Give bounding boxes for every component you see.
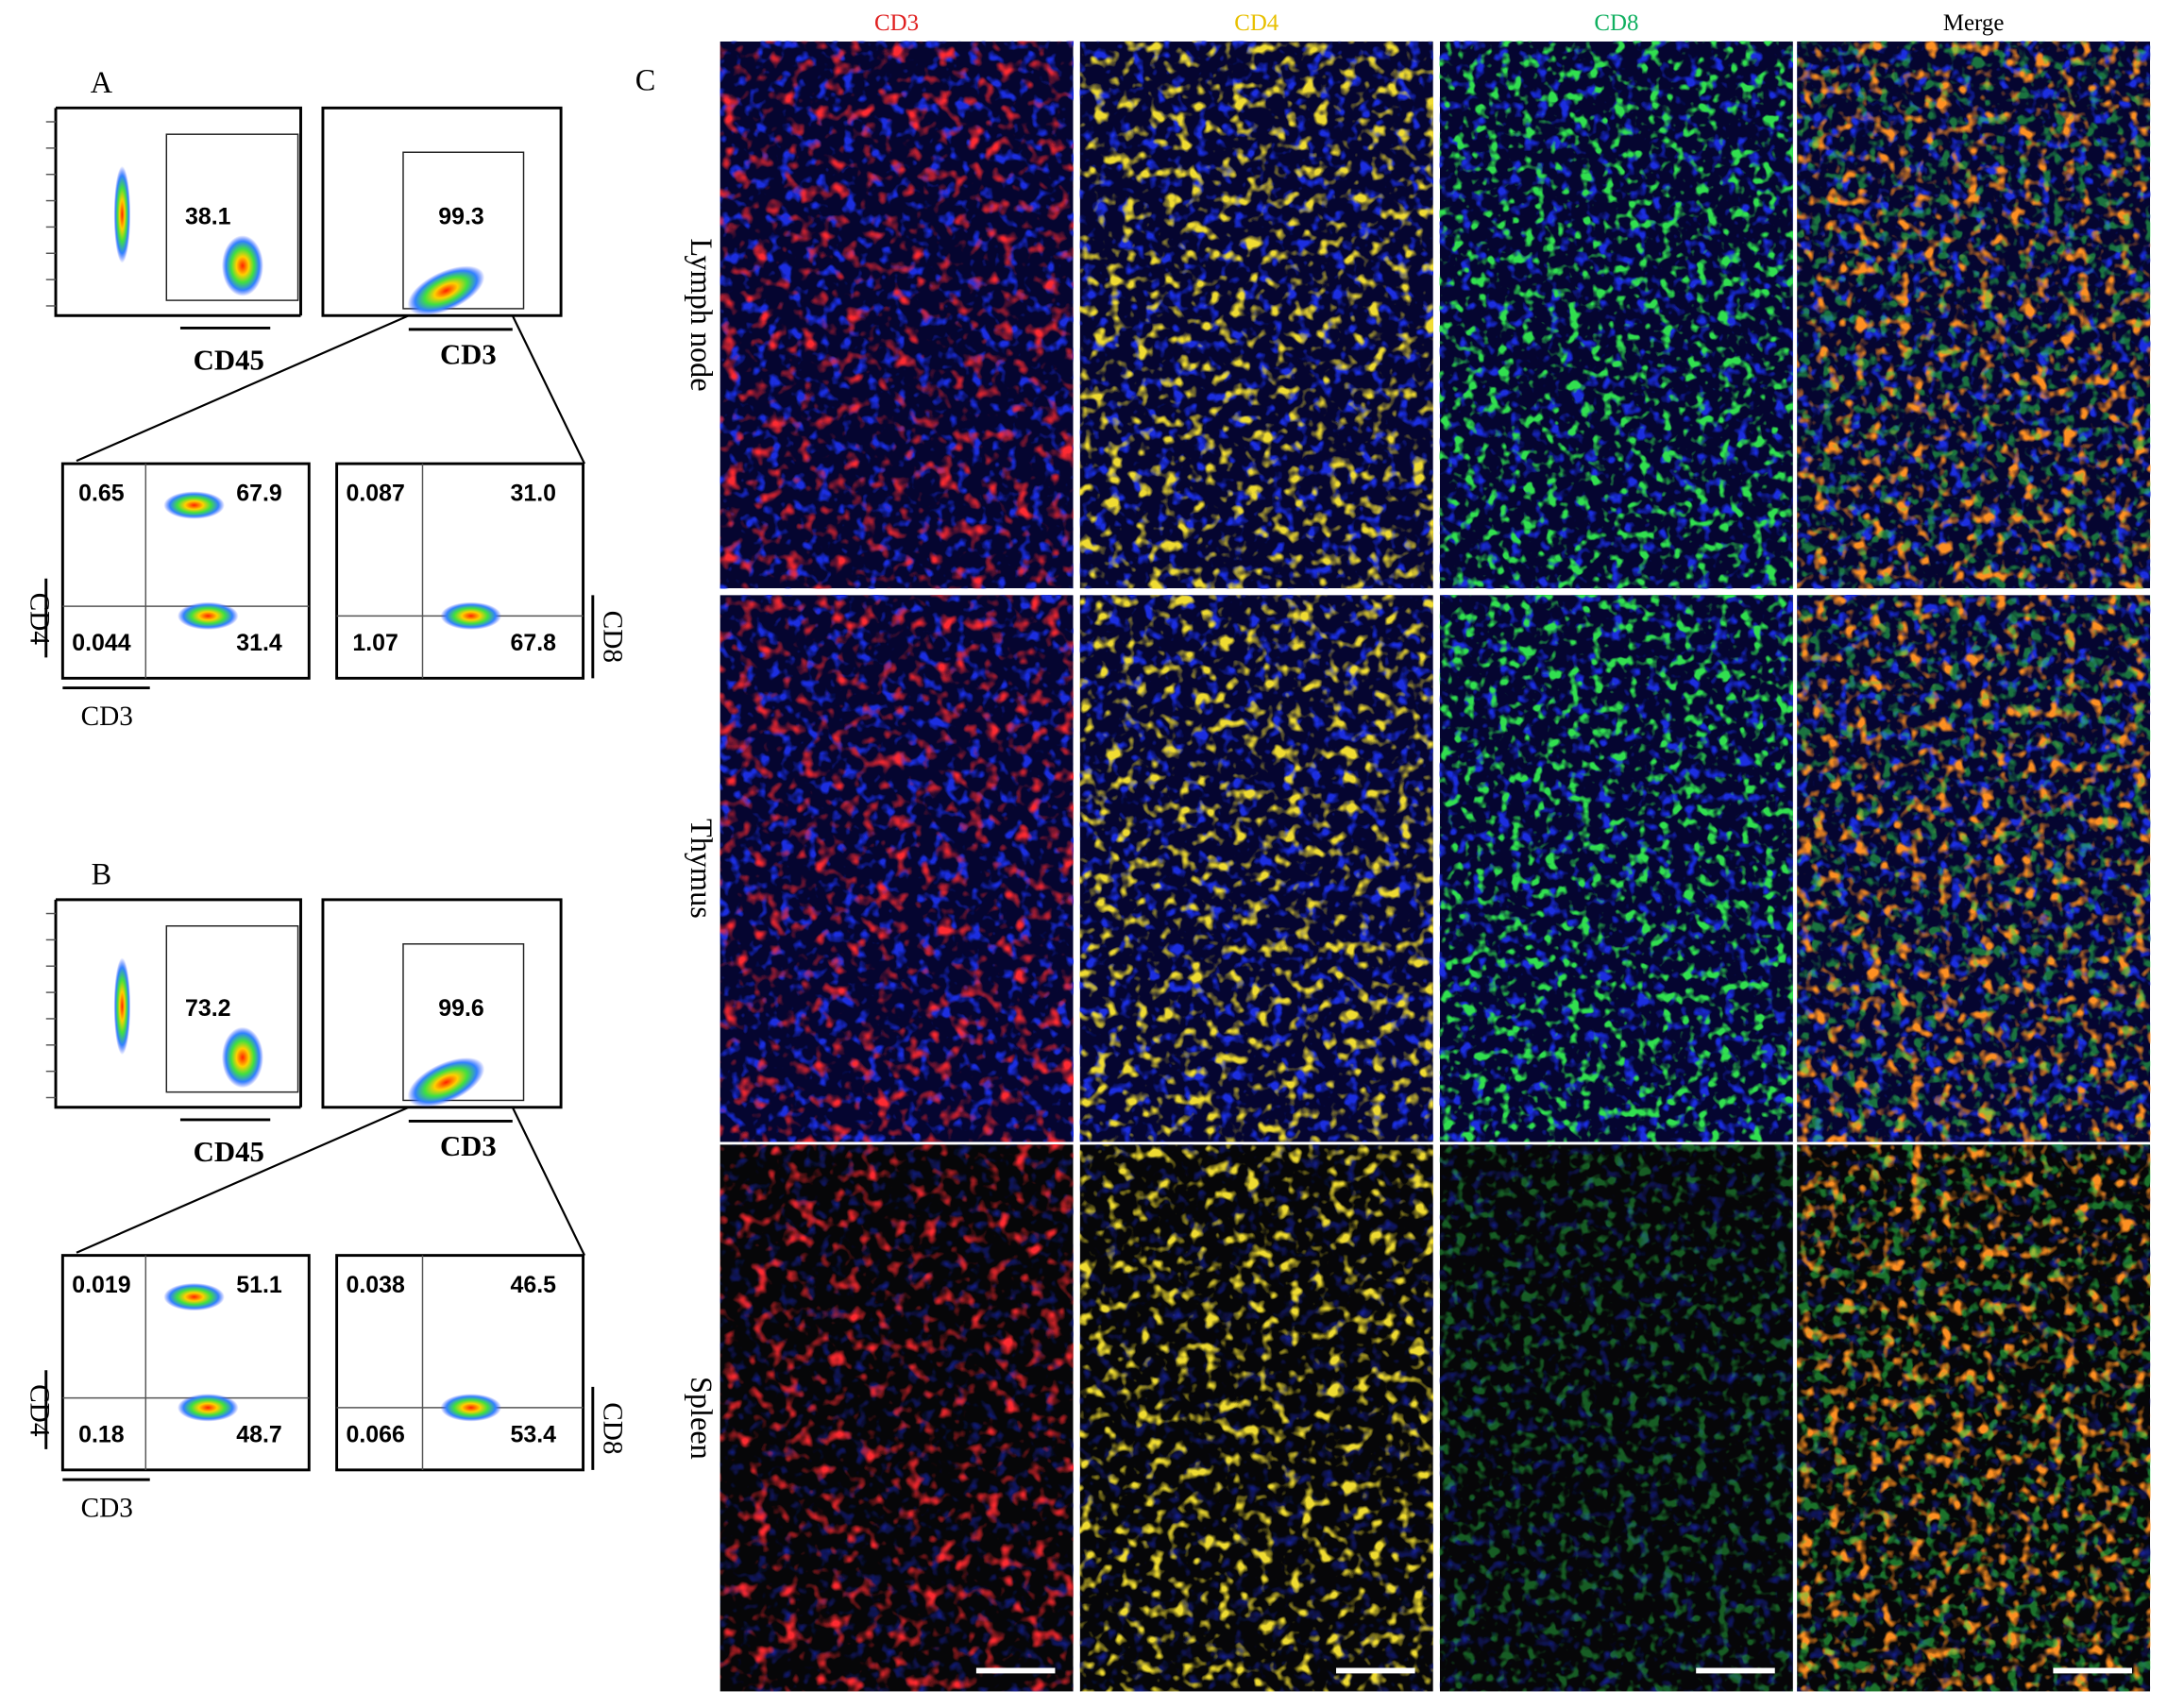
quadrant-value: 0.65: [78, 481, 125, 507]
panel-label: A: [91, 65, 113, 99]
gate-value: 99.3: [438, 203, 483, 229]
population: [163, 491, 225, 519]
population: [113, 957, 131, 1056]
quadrant-value: 31.0: [511, 481, 556, 507]
plot-frame: [335, 1254, 585, 1472]
quadrant-value: 0.038: [346, 1272, 404, 1298]
population: [407, 1057, 485, 1108]
axis-label: CD8: [598, 1402, 628, 1454]
axis-label: CD3: [440, 1130, 497, 1162]
row-label: Spleen: [685, 1377, 719, 1460]
quadrant-value: 0.18: [78, 1422, 125, 1448]
stain: [1797, 1144, 2151, 1692]
axis-label: CD3: [81, 1494, 133, 1524]
quadrant-value: 31.4: [236, 630, 282, 656]
axis-label: CD45: [194, 1136, 264, 1168]
population: [440, 601, 502, 631]
panel-label: C: [635, 62, 656, 96]
stain: [1079, 1144, 1433, 1692]
column-header: Merge: [1943, 10, 2005, 36]
column-header: CD4: [1234, 10, 1279, 36]
gate: [402, 151, 525, 310]
stain: [1439, 595, 1793, 1142]
population: [178, 1394, 239, 1422]
axis: [54, 106, 302, 317]
gate: [402, 943, 525, 1102]
gate: [165, 924, 299, 1093]
gate-value: 99.6: [438, 995, 483, 1022]
quadrant-value: 67.8: [511, 630, 557, 656]
population: [163, 1282, 225, 1311]
stain: [1797, 41, 2151, 589]
quadrant-value: 1.07: [352, 630, 398, 656]
column-header: CD3: [874, 10, 919, 36]
plot-frame: [60, 462, 311, 680]
quadrant-value: 0.066: [346, 1422, 404, 1448]
quadrant-value: 0.019: [72, 1272, 130, 1298]
population: [440, 1394, 502, 1422]
zoom-line: [511, 1107, 586, 1257]
plot-frame: [321, 106, 563, 317]
axis-label: CD8: [598, 611, 628, 663]
axis-label: CD45: [194, 344, 264, 376]
zoom-line: [76, 1106, 410, 1254]
axis-label: CD3: [81, 702, 133, 732]
plot-frame: [321, 898, 563, 1109]
axis: [54, 898, 302, 1109]
column-header: CD8: [1594, 10, 1638, 36]
population: [221, 235, 263, 296]
stain: [1439, 1144, 1793, 1692]
population: [178, 601, 239, 631]
zoom-line: [76, 314, 410, 463]
quadrant-value: 48.7: [236, 1422, 281, 1448]
quadrant-value: 0.044: [72, 630, 130, 656]
stain: [1797, 595, 2151, 1142]
stain: [1439, 41, 1793, 589]
gate-value: 38.1: [185, 203, 231, 229]
stain: [720, 1144, 1074, 1692]
stain: [720, 41, 1074, 589]
zoom-line: [511, 314, 586, 465]
panel-label: B: [92, 857, 112, 891]
quadrant-value: 53.4: [511, 1422, 557, 1448]
stain: [1079, 41, 1433, 589]
row-label: Lymph node: [685, 238, 719, 391]
quadrant-value: 67.9: [236, 481, 281, 507]
gate: [165, 133, 299, 301]
axis-label: CD4: [25, 1384, 55, 1437]
plot-frame: [60, 1254, 311, 1472]
plot-frame: [335, 462, 585, 680]
population: [221, 1026, 263, 1089]
stain: [1079, 595, 1433, 1142]
quadrant-value: 51.1: [236, 1272, 282, 1298]
axis-label: CD4: [25, 593, 55, 646]
population: [407, 265, 485, 316]
quadrant-value: 46.5: [511, 1272, 557, 1298]
row-label: Thymus: [685, 819, 719, 919]
quadrant-value: 0.087: [346, 481, 404, 507]
population: [113, 165, 131, 263]
gate-value: 73.2: [185, 995, 230, 1022]
axis-label: CD3: [440, 339, 497, 371]
stain: [720, 595, 1074, 1142]
